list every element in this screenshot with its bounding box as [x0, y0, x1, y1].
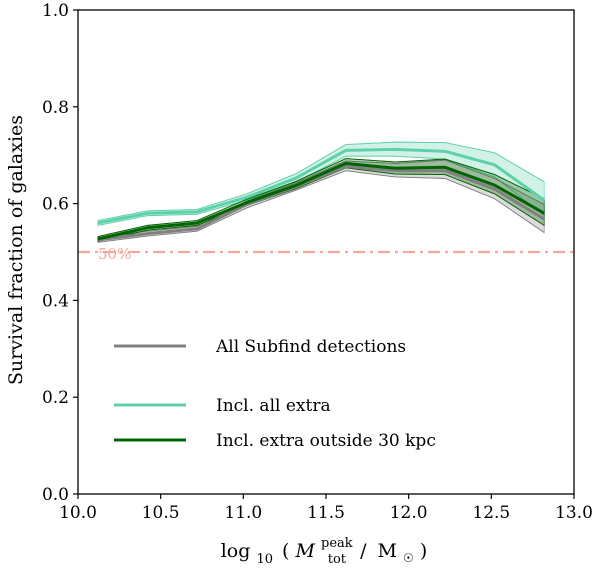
x-axis-label: log 10 ( M peak tot / M ☉ ): [221, 530, 428, 568]
x-label-var-sup: peak: [321, 536, 353, 551]
y-tick-label: 1.0: [42, 1, 69, 21]
series-line-2: [97, 161, 545, 241]
band-lower-edge-0: [97, 170, 545, 243]
series-line-1: [97, 147, 546, 225]
x-label-var-sub: tot: [328, 552, 347, 567]
x-axis-ticks: 10.0 10.5 11.0 11.5 12.0 12.5 13.0: [59, 494, 593, 523]
y-axis-label: Survival fraction of galaxies: [5, 115, 27, 385]
y-tick-label: 0.0: [42, 485, 69, 505]
y-tick-label: 0.6: [42, 195, 69, 215]
band-upper-edge-0: [97, 159, 545, 238]
y-tick-label: 0.8: [42, 98, 69, 118]
x-label-prefix: log: [221, 540, 251, 562]
legend-label-all-extra: Incl. all extra: [216, 396, 331, 416]
reference-line-label: 50%: [98, 245, 131, 263]
band-lower-edge-2: [97, 167, 545, 242]
series-line-0: [97, 164, 546, 242]
x-tick-label: 10.0: [59, 503, 97, 523]
band-upper-edge-2: [97, 158, 545, 237]
reference-line-group: 50%: [78, 245, 574, 263]
series-lines: [97, 147, 546, 242]
legend-label-all-subfind: All Subfind detections: [215, 337, 406, 357]
plot-frame: [77, 9, 575, 495]
band-upper-edge-1: [97, 141, 545, 221]
x-label-prefix-sub: 10: [256, 552, 273, 567]
y-tick-label: 0.2: [42, 388, 69, 408]
x-label-var: M: [295, 540, 316, 562]
x-tick-label: 11.0: [224, 503, 262, 523]
x-label-unit-sub: ☉: [403, 551, 414, 565]
x-tick-label: 11.5: [307, 503, 345, 523]
y-axis-ticks: 0.0 0.2 0.4 0.6 0.8 1.0: [42, 1, 78, 505]
x-tick-label: 12.0: [390, 503, 428, 523]
x-tick-label: 13.0: [555, 503, 593, 523]
y-tick-label: 0.4: [42, 291, 69, 311]
x-tick-label: 12.5: [472, 503, 510, 523]
x-label-paren-open: (: [282, 540, 289, 562]
legend-label-extra-outside: Incl. extra outside 30 kpc: [216, 431, 436, 451]
x-label-unit: M: [378, 540, 397, 562]
legend: All Subfind detections Incl. all extra I…: [114, 337, 436, 451]
x-label-slash: /: [360, 540, 367, 562]
x-tick-label: 10.5: [142, 503, 180, 523]
band-lower-edge-1: [97, 155, 545, 226]
x-label-paren-close: ): [420, 540, 427, 562]
